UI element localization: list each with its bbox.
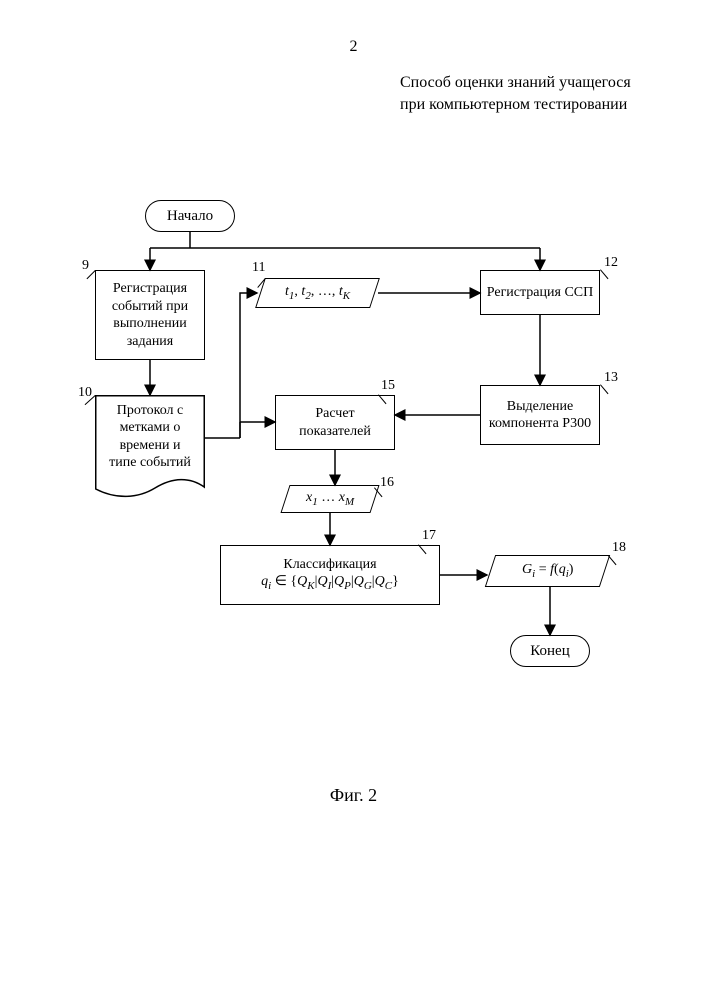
page-number: 2	[0, 38, 707, 56]
flow-document-10: Протокол с метками о времени и типе собы…	[95, 395, 205, 500]
document-title: Способ оценки знаний учащегося при компь…	[400, 72, 660, 115]
title-line-2: при компьютерном тестировании	[400, 94, 660, 116]
flow-document-10-label: Протокол с метками о времени и типе собы…	[99, 400, 201, 486]
figure-caption: Фиг. 2	[0, 785, 707, 806]
flowchart: Начало Регистрация событий при выполнени…	[60, 200, 660, 760]
title-line-1: Способ оценки знаний учащегося	[400, 72, 660, 94]
